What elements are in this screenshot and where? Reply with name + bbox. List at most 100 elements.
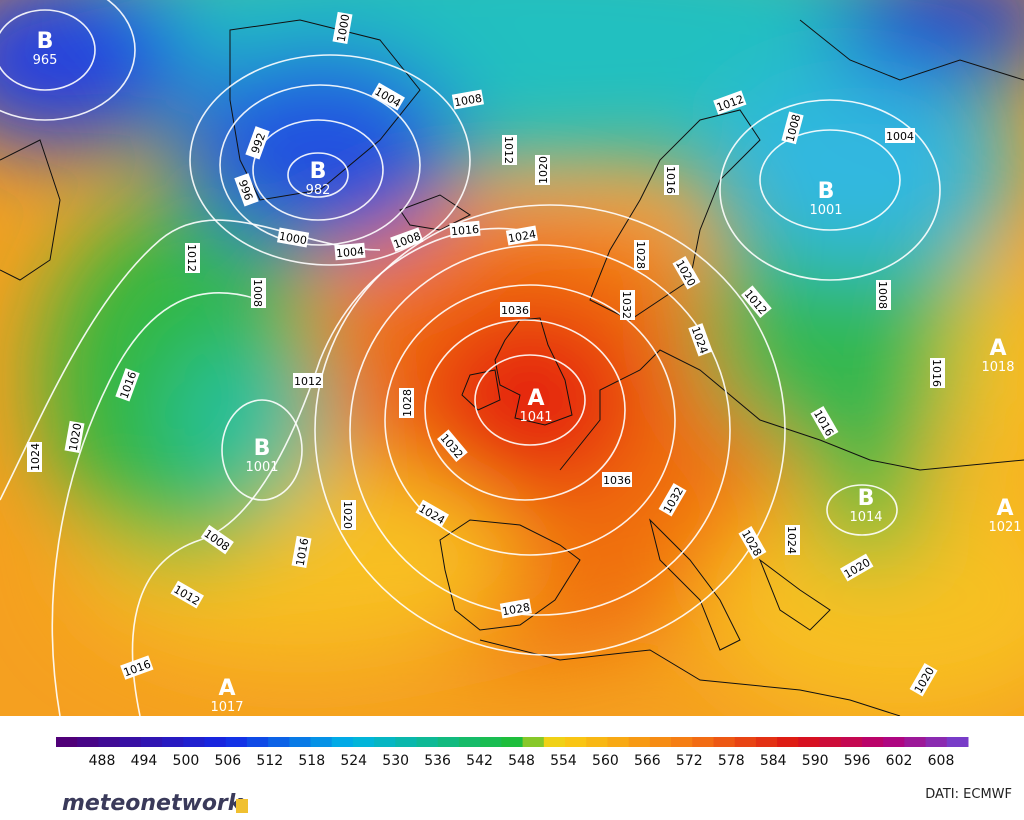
colorbar-label: 488 — [89, 753, 116, 769]
isobar-label-box — [688, 323, 713, 357]
colorbar-label: 578 — [718, 753, 745, 769]
isobar-label-box — [713, 90, 747, 115]
colorbar-swatch — [416, 737, 439, 747]
colorbar-swatch — [607, 737, 630, 747]
isobar-label: 1008 — [251, 278, 266, 308]
isobar-label: 1028 — [499, 598, 532, 619]
isobar-label-box — [341, 500, 356, 530]
isobar-label-text: 1032 — [620, 291, 633, 319]
colorbar-label: 584 — [760, 753, 787, 769]
isobar-label: 1016 — [291, 535, 312, 568]
isobar-label: 1008 — [876, 280, 891, 310]
center-value: 1001 — [245, 460, 278, 475]
isobar-label: 1012 — [185, 243, 200, 273]
colorbar-swatch — [458, 737, 481, 747]
isobar-label-box — [502, 135, 517, 165]
colorbar-swatch — [946, 737, 969, 747]
isobar-label: 1028 — [399, 388, 414, 418]
colorbar-label: 524 — [340, 753, 367, 769]
colorbar-swatch — [628, 737, 651, 747]
isobar-label-box — [234, 173, 259, 207]
center-letter: B — [818, 179, 835, 204]
colorbar-swatch — [183, 737, 205, 747]
colorbar-swatch — [586, 737, 608, 747]
isobar-label-text: 1016 — [451, 223, 480, 238]
isobar-label-box — [64, 420, 85, 453]
colorbar-label: 512 — [256, 753, 283, 769]
isobar-label-box — [185, 243, 200, 273]
colorbar-label: 590 — [802, 753, 829, 769]
center-value: 1021 — [988, 520, 1021, 535]
colorbar-label: 536 — [424, 753, 451, 769]
colorbar-swatch — [289, 737, 312, 747]
brand: meteonetwork — [62, 791, 244, 816]
center-letter: A — [527, 386, 544, 411]
isobar-label: 1016 — [930, 358, 945, 388]
isobar-label: 1016 — [664, 165, 679, 195]
isobar-label: 1020 — [341, 500, 356, 530]
center-letter: B — [310, 159, 327, 184]
isobar-label-box — [332, 11, 353, 44]
colorbar-swatch — [904, 737, 927, 747]
isobar-label-text: 1020 — [341, 501, 354, 529]
isobar-label-box — [658, 483, 687, 517]
isobar-label-text: 1000 — [278, 230, 308, 248]
colorbar-swatch — [819, 737, 842, 747]
colorbar-swatch — [204, 737, 227, 747]
isobar-label-box — [620, 290, 635, 320]
colorbar-label: 548 — [508, 753, 535, 769]
isobar-label-text: 1020 — [67, 422, 85, 452]
data-source: DATI: ECMWF — [925, 787, 1012, 802]
colorbar-swatch — [246, 737, 269, 747]
isobar-label-text: 1024 — [29, 443, 42, 471]
isobar-label-box — [876, 280, 891, 310]
isobar-label-text: 1016 — [664, 166, 677, 194]
center-value: 965 — [33, 53, 58, 68]
isobar-label-box — [371, 82, 405, 111]
colorbar-label: 554 — [550, 753, 577, 769]
isobar-label: 1004 — [885, 128, 915, 143]
center-letter: B — [858, 486, 875, 511]
isobar-label-text: 1024 — [785, 526, 798, 554]
isobar-label-box — [251, 278, 266, 308]
colorbar-swatch — [331, 737, 354, 747]
colorbar-swatch — [98, 737, 121, 747]
isobar-label-box — [781, 111, 804, 145]
isobar-label-box — [885, 128, 915, 143]
colorbar-swatch — [140, 737, 163, 747]
isobar-label: 1000 — [332, 11, 353, 44]
colorbar: 488 494 500 506 512 518 524 530 536 542 548 554 560 5… — [56, 737, 969, 769]
colorbar-swatch — [480, 737, 502, 747]
colorbar-swatch — [734, 737, 757, 747]
isobar-label-text: 1036 — [501, 304, 529, 317]
isobar-label-box — [664, 165, 679, 195]
isobar-label-box — [909, 663, 938, 697]
center-letter: B — [254, 436, 271, 461]
colorbar-swatch — [374, 737, 396, 747]
colorbar-label: 518 — [298, 753, 325, 769]
isobar-label-text: 1008 — [453, 92, 483, 110]
colorbar-swatch — [692, 737, 714, 747]
isobar-label-box — [535, 155, 550, 185]
isobar-label: 1004 — [334, 242, 366, 261]
isobar-label-box — [415, 499, 449, 528]
isobar-label-box — [505, 225, 538, 246]
isobar-label-box — [293, 373, 323, 388]
isobar-label-text: 1016 — [294, 537, 312, 567]
center-letter: A — [218, 676, 235, 701]
isobar-label-text: 1028 — [501, 601, 531, 619]
center-letter: B — [37, 29, 54, 54]
isobar-label-box — [291, 535, 312, 568]
center-value: 1041 — [519, 410, 552, 425]
colorbar-swatch — [119, 737, 142, 747]
isobar-label-box — [740, 285, 772, 318]
isobar-label-box — [602, 472, 632, 487]
colorbar-swatch — [861, 737, 884, 747]
isobar-label-box — [449, 220, 481, 239]
colorbar-swatch — [162, 737, 184, 747]
isobar-label-text: 1020 — [537, 156, 550, 184]
isobar-label: 1032 — [620, 290, 635, 320]
